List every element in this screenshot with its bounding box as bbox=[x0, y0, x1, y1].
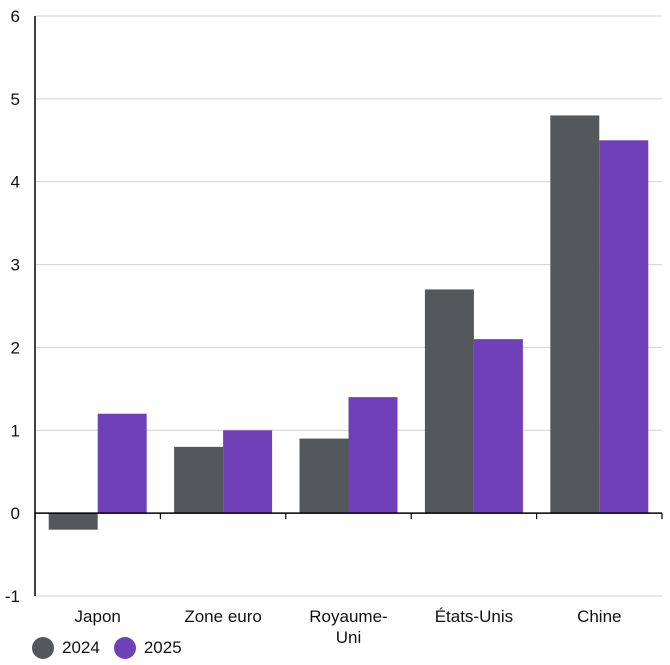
y-tick-label: 6 bbox=[11, 7, 20, 26]
y-tick-label: 4 bbox=[11, 173, 20, 192]
y-tick-label: 2 bbox=[11, 338, 20, 357]
bars bbox=[48, 115, 649, 530]
bar-2025-2 bbox=[348, 397, 398, 514]
x-tick-labels: Japon Zone euro Royaume-Uni États-Unis Chine bbox=[75, 607, 622, 647]
y-tick-label: -1 bbox=[5, 587, 20, 606]
x-tick-label: Royaume-Uni bbox=[309, 607, 387, 647]
x-tick-label: Zone euro bbox=[184, 607, 262, 626]
x-tick-label: États-Unis bbox=[435, 607, 513, 626]
bar-2025-3 bbox=[473, 339, 523, 514]
legend: 2024 2025 bbox=[32, 637, 182, 659]
bar-2024-3 bbox=[424, 289, 474, 514]
y-tick-label: 5 bbox=[11, 90, 20, 109]
x-tick-label: Japon bbox=[75, 607, 121, 626]
legend-item-2025: 2025 bbox=[113, 637, 182, 659]
legend-label-2024: 2024 bbox=[62, 638, 100, 657]
legend-swatch-2025 bbox=[113, 637, 136, 659]
bar-2025-0 bbox=[97, 413, 147, 514]
bar-2024-0 bbox=[48, 513, 98, 530]
axes bbox=[34, 16, 663, 596]
x-tick-label: Chine bbox=[577, 607, 621, 626]
bar-2024-2 bbox=[299, 438, 349, 514]
bar-2025-1 bbox=[223, 430, 273, 514]
legend-swatch-2024 bbox=[32, 637, 54, 659]
y-tick-labels: -1 0 1 2 3 4 5 6 bbox=[5, 7, 20, 606]
bar-2025-4 bbox=[599, 140, 649, 514]
y-tick-label: 3 bbox=[11, 256, 20, 275]
legend-label-2025: 2025 bbox=[143, 638, 182, 657]
legend-item-2024: 2024 bbox=[32, 637, 100, 659]
y-tick-label: 1 bbox=[11, 421, 20, 440]
y-tick-label: 0 bbox=[11, 504, 20, 523]
bar-2024-1 bbox=[174, 446, 224, 514]
bar-2024-4 bbox=[550, 115, 600, 514]
